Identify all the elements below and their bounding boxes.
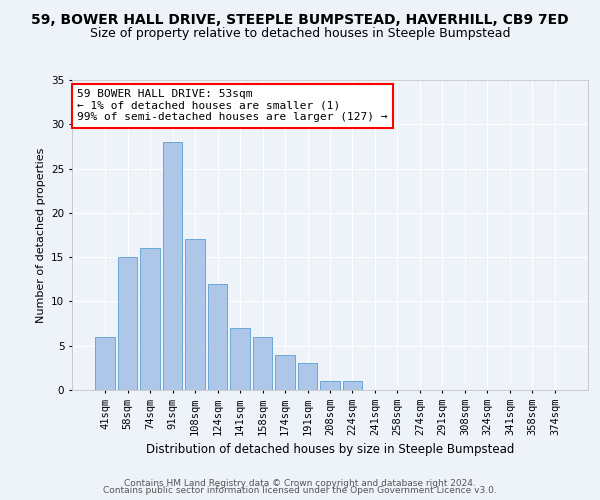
Bar: [208, 284, 227, 390]
Bar: [298, 364, 317, 390]
Bar: [163, 142, 182, 390]
Bar: [185, 240, 205, 390]
Bar: [275, 354, 295, 390]
Bar: [140, 248, 160, 390]
Bar: [253, 337, 272, 390]
Bar: [343, 381, 362, 390]
Bar: [320, 381, 340, 390]
Y-axis label: Number of detached properties: Number of detached properties: [35, 148, 46, 322]
Text: Contains public sector information licensed under the Open Government Licence v3: Contains public sector information licen…: [103, 486, 497, 495]
Text: 59 BOWER HALL DRIVE: 53sqm
← 1% of detached houses are smaller (1)
99% of semi-d: 59 BOWER HALL DRIVE: 53sqm ← 1% of detac…: [77, 90, 388, 122]
X-axis label: Distribution of detached houses by size in Steeple Bumpstead: Distribution of detached houses by size …: [146, 444, 514, 456]
Text: 59, BOWER HALL DRIVE, STEEPLE BUMPSTEAD, HAVERHILL, CB9 7ED: 59, BOWER HALL DRIVE, STEEPLE BUMPSTEAD,…: [31, 12, 569, 26]
Bar: [230, 328, 250, 390]
Bar: [118, 257, 137, 390]
Text: Contains HM Land Registry data © Crown copyright and database right 2024.: Contains HM Land Registry data © Crown c…: [124, 478, 476, 488]
Text: Size of property relative to detached houses in Steeple Bumpstead: Size of property relative to detached ho…: [90, 28, 510, 40]
Bar: [95, 337, 115, 390]
